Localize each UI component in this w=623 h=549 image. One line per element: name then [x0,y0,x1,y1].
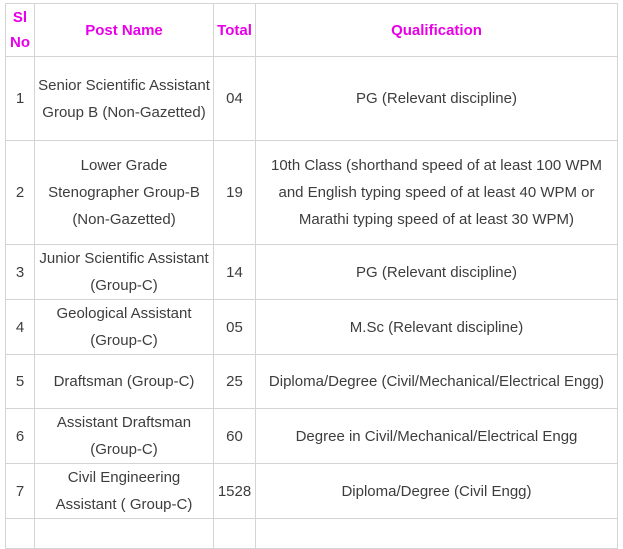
cell-qualification [255,518,618,549]
table-row: 7 Civil Engineering Assistant ( Group-C)… [5,463,618,519]
cell-total: 14 [213,244,256,300]
table-row: 6 Assistant Draftsman (Group-C) 60 Degre… [5,408,618,464]
cell-sl-no: 3 [5,244,35,300]
cell-sl-no [5,518,35,549]
cell-qualification: Degree in Civil/Mechanical/Electrical En… [255,408,618,464]
cell-sl-no: 5 [5,354,35,409]
cell-post-name: Draftsman (Group-C) [34,354,214,409]
cell-post-name: Junior Scientific Assistant (Group-C) [34,244,214,300]
cell-qualification: Diploma/Degree (Civil Engg) [255,463,618,519]
header-sl-no: Sl No [5,3,35,57]
cell-total: 04 [213,56,256,141]
recruitment-posts-table: Sl No Post Name Total Qualification 1 Se… [5,3,618,549]
cell-post-name: Geological Assistant (Group-C) [34,299,214,355]
cell-post-name: Lower Grade Stenographer Group-B (Non-Ga… [34,140,214,245]
cell-sl-no: 1 [5,56,35,141]
cell-total: 05 [213,299,256,355]
cell-qualification: M.Sc (Relevant discipline) [255,299,618,355]
cell-qualification: PG (Relevant discipline) [255,56,618,141]
cell-post-name [34,518,214,549]
cell-qualification: Diploma/Degree (Civil/Mechanical/Electri… [255,354,618,409]
cell-qualification: 10th Class (shorthand speed of at least … [255,140,618,245]
cell-sl-no: 6 [5,408,35,464]
cell-qualification: PG (Relevant discipline) [255,244,618,300]
cell-total: 1528 [213,463,256,519]
cell-sl-no: 2 [5,140,35,245]
cell-sl-no: 4 [5,299,35,355]
table-row: 5 Draftsman (Group-C) 25 Diploma/Degree … [5,354,618,409]
cell-total: 60 [213,408,256,464]
table-row-cutoff [5,518,618,549]
table-header-row: Sl No Post Name Total Qualification [5,3,618,57]
cell-post-name: Senior Scientific Assistant Group B (Non… [34,56,214,141]
cell-sl-no: 7 [5,463,35,519]
cell-post-name: Assistant Draftsman (Group-C) [34,408,214,464]
cell-total: 19 [213,140,256,245]
table-row: 2 Lower Grade Stenographer Group-B (Non-… [5,140,618,245]
table-row: 1 Senior Scientific Assistant Group B (N… [5,56,618,141]
cell-total [213,518,256,549]
header-post-name: Post Name [34,3,214,57]
cell-post-name: Civil Engineering Assistant ( Group-C) [34,463,214,519]
header-total: Total [213,3,256,57]
header-qualification: Qualification [255,3,618,57]
table-row: 4 Geological Assistant (Group-C) 05 M.Sc… [5,299,618,355]
table-row: 3 Junior Scientific Assistant (Group-C) … [5,244,618,300]
cell-total: 25 [213,354,256,409]
